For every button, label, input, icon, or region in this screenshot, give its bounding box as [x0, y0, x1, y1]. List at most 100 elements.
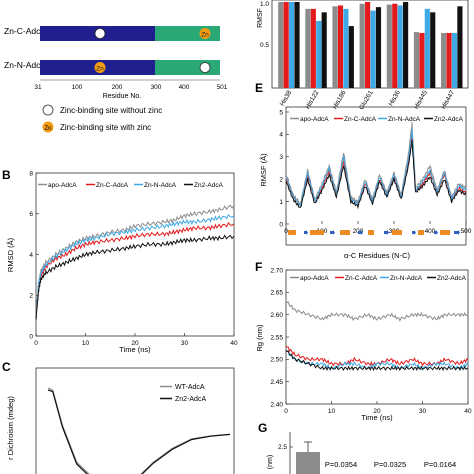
rmsf-line-apo [285, 121, 467, 204]
domain-tick-31: 31 [34, 84, 42, 91]
rg-xtick-label: 0 [284, 408, 288, 415]
strand-arrow [358, 230, 363, 235]
cd-legend-label: Zn2-AdcA [175, 396, 206, 403]
rg-xtick-label: 40 [464, 408, 472, 415]
rmsf-bar-zn2-6 [457, 6, 463, 88]
helix-segment [288, 230, 296, 235]
panel-letter-c: C [2, 360, 11, 374]
strand-arrow [330, 230, 335, 235]
zinc-bound-site-label-1: Zn [201, 32, 209, 39]
helix-segment [310, 230, 324, 235]
panel-e-ylabel: RMSF (Å) [259, 153, 268, 187]
rmsd-ytick-label: 4 [29, 252, 33, 259]
rmsf-bar-apo-3 [359, 3, 365, 88]
rmsf-bar-apo-2 [332, 6, 338, 88]
rmsf-bar-zn2-3 [375, 7, 382, 88]
rmsf-legend-label: Zn-N-AdcA [388, 116, 421, 123]
rg-xtick-label: 20 [373, 408, 381, 415]
helix-segment [368, 230, 374, 235]
panel-letter-e: E [255, 81, 263, 95]
rmsf-bar-zn_n-3 [370, 10, 376, 89]
legend-zinc-text: Zinc-binding site with zinc [60, 123, 151, 132]
rmsf-xtick-label: 400 [425, 228, 436, 235]
panel-g-pvalue-1: P=0.0354 [325, 460, 357, 469]
rmsf-legend-label: Zn2-AdcA [434, 116, 464, 123]
rmsf-bar-zn2-2 [348, 26, 354, 88]
rmsf-ytick-label: 2 [279, 177, 283, 184]
panel-c-ylabel: r Dichroism (mdeg) [6, 396, 15, 460]
rmsf-bar-zn_c-0 [283, 2, 289, 88]
rmsd-legend-label: Zn-N-AdcA [144, 182, 177, 189]
panel-g-bar [296, 452, 320, 474]
rg-ytick-label: 2.60 [270, 312, 283, 319]
rmsf-xtick-label: 500 [461, 228, 472, 235]
rmsf-ytick-label: 3 [279, 154, 283, 161]
rmsf-bar-zn_n-4 [397, 5, 403, 88]
rmsf-legend-label: apo-AdcA [300, 116, 329, 123]
panel-f-frame [285, 269, 469, 405]
rmsf-category-label: His38 [279, 89, 294, 107]
rmsf-bar-zn_c-1 [310, 8, 316, 89]
rmsf-line-zn_n [285, 128, 467, 208]
rmsf-category-label: His36 [388, 89, 403, 107]
panel-f-xlabel: Time (ns) [361, 413, 393, 422]
panel-letter-g: G [258, 421, 267, 435]
rmsf-bar-zn_n-0 [289, 2, 295, 88]
panel-c-frame [35, 367, 235, 474]
strand-arrow [434, 230, 438, 235]
rg-ytick-label: 2.50 [270, 357, 283, 364]
panel-letter-f: F [255, 260, 262, 274]
rmsd-xtick-label: 40 [230, 340, 238, 347]
panel-g-ylabel: (nm) [267, 455, 274, 469]
rg-panel: F Rg (nm) Time (ns) 0 10 20 30 40 2.40 2.45 2.5… [255, 260, 472, 422]
rmsf-bar-panel: RMSF 1.0 0.5 His38 His122 His186 Glu261 His3… [257, 0, 469, 111]
rmsd-xtick-label: 30 [181, 340, 189, 347]
rg-line-zn2 [285, 350, 469, 372]
rmsd-ytick-label: 2 [29, 293, 33, 300]
rmsf-bar-apo-4 [386, 4, 392, 88]
domain-tick-100: 100 [72, 84, 83, 91]
rmsf-line-zn2 [285, 139, 467, 210]
rmsf-bar-zn_n-2 [343, 8, 349, 89]
panel-b-frame [35, 172, 235, 337]
rmsd-ytick-label: 8 [29, 170, 33, 177]
rmsf-residue-panel: E RMSF (Å) α-C Residues (N-C) 0100200300… [255, 81, 472, 260]
rmsd-legend-label: apo-AdcA [48, 182, 77, 189]
domain-map-panel: Zn-C-AdcA Zn Zn-N-AdcA Zn 31 100 200 300… [4, 26, 228, 133]
zinc-bound-site-label-2: Zn [96, 66, 104, 73]
rmsf-bar-zn_n-1 [316, 20, 322, 89]
rmsf-bar-apo-6 [441, 32, 447, 88]
rg-legend-label: Zn2-AdcA [437, 275, 467, 282]
panel-d-ytick-2: 0.5 [260, 42, 269, 49]
panel-d-ylabel: RMSF [257, 8, 264, 28]
panel-g-ytick: 2.5 [278, 444, 287, 451]
rmsf-bar-apo-5 [413, 32, 420, 88]
domain-tick-400: 400 [179, 84, 190, 91]
zinc-free-site-2 [199, 62, 211, 73]
rmsd-ytick-label: 0 [29, 333, 33, 340]
rmsd-line-zn_n [35, 213, 235, 320]
panel-b-ylabel: RMSD (Å) [6, 237, 15, 272]
panel-g-pvalue-3: P=0.0164 [424, 460, 456, 469]
domain-row-label-1: Zn-C-AdcA [4, 26, 46, 36]
rg-ytick-label: 2.40 [270, 401, 283, 408]
helix-segment [340, 230, 350, 235]
helix-segment [392, 230, 402, 235]
rmsd-panel: B RMSD (Å) Time (ns) 0 10 20 30 40 0 2 4 6 8 apo-… [2, 168, 238, 354]
rmsf-bar-zn2-4 [403, 2, 409, 88]
rmsf-ytick-label: 1 [279, 199, 283, 206]
rmsf-ytick-label: 5 [279, 109, 283, 116]
rmsd-line-zn_c [35, 222, 235, 320]
zinc-free-site-1 [94, 28, 106, 39]
rmsf-legend-label: Zn-C-AdcA [344, 116, 377, 123]
cd-legend-label: WT-AdcA [175, 384, 205, 391]
rmsf-bar-apo-1 [305, 8, 311, 89]
rg-xtick-label: 10 [328, 408, 336, 415]
panel-f-ylabel: Rg (nm) [255, 324, 264, 352]
rmsf-category-label: Glu261 [358, 89, 375, 111]
zinc-bound-site-2 [94, 62, 106, 73]
rg-ytick-label: 2.65 [270, 290, 283, 297]
rg-line-zn_n [285, 350, 469, 372]
rg-bar-panel: G (nm) 2.5 P=0.0354 P=0.0325 P=0.0164 [258, 421, 456, 474]
